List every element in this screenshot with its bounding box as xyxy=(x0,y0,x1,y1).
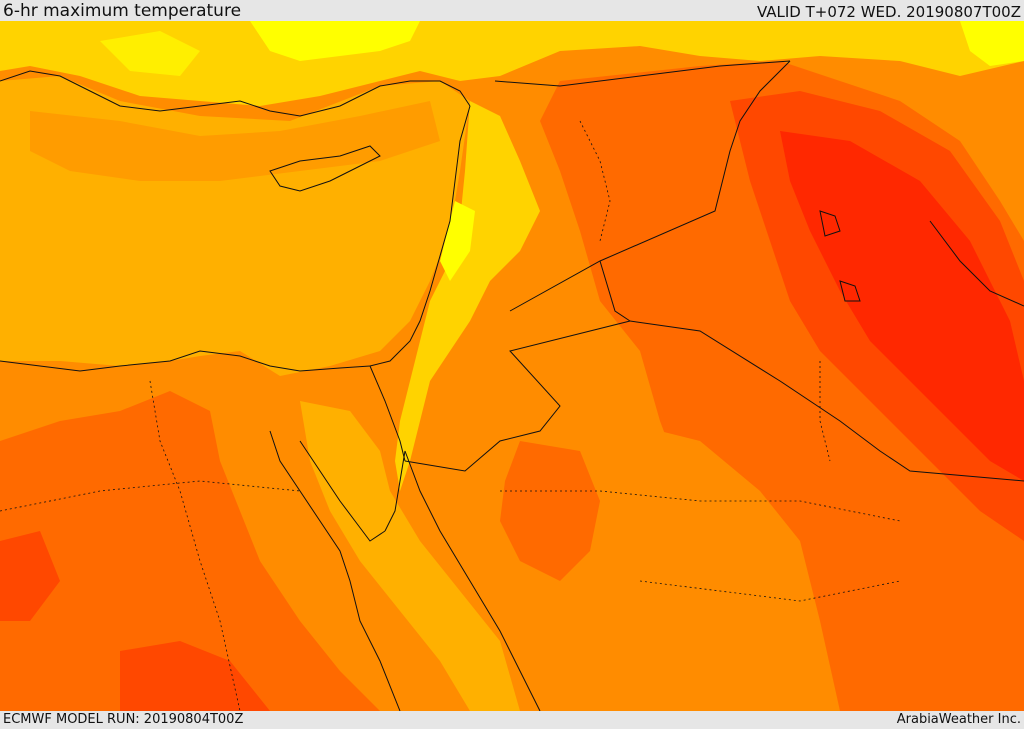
gulf-coast xyxy=(929,220,1024,307)
iraq-saudi-border xyxy=(629,320,1024,482)
iraq-max-zone xyxy=(780,131,1024,481)
dotted-line-6 xyxy=(639,580,901,602)
jordan-saudi-border xyxy=(404,260,632,472)
hejaz-warm xyxy=(500,441,600,581)
egypt-hot-zone xyxy=(0,531,270,711)
gulf-suez xyxy=(269,430,401,711)
admin-borders xyxy=(0,120,901,711)
dotted-line-5 xyxy=(579,120,611,242)
map-canvas xyxy=(0,21,1024,711)
dotted-line-2 xyxy=(500,490,901,522)
country-borders xyxy=(369,60,1024,482)
arabia-interior xyxy=(570,421,840,711)
credit: ArabiaWeather Inc. xyxy=(896,712,1021,727)
caspian-lakes xyxy=(819,210,861,302)
valid-time: VALID T+072 WED. 20190807T00Z xyxy=(756,3,1021,21)
turkey-gold-spots xyxy=(100,31,200,76)
sea-warm-patch xyxy=(30,101,440,181)
temperature-map xyxy=(0,21,1024,711)
dotted-line-4 xyxy=(819,361,831,462)
map-header: 6-hr maximum temperature VALID T+072 WED… xyxy=(0,0,1024,21)
turkey-cool-band xyxy=(0,21,1024,106)
map-footer: ECMWF MODEL RUN: 20190804T00Z ArabiaWeat… xyxy=(0,711,1024,729)
turkey-coast xyxy=(0,70,471,117)
egypt-israel-border xyxy=(369,365,406,462)
levant-cool-strip xyxy=(395,101,540,491)
dotted-line-3 xyxy=(149,380,241,711)
egypt-coast xyxy=(0,350,371,372)
turkey-syria-border xyxy=(494,60,791,87)
map-title: 6-hr maximum temperature xyxy=(3,1,242,21)
coastlines xyxy=(0,70,1024,711)
model-run: ECMWF MODEL RUN: 20190804T00Z xyxy=(3,712,244,727)
levant-yellow-core xyxy=(440,201,475,281)
arabia-red-sea-coast xyxy=(404,450,541,711)
sinai-south xyxy=(299,440,386,542)
red-sea-cool xyxy=(300,401,520,711)
egypt-warm-zone xyxy=(0,391,380,711)
gulf-aqaba xyxy=(384,450,406,532)
levant-coast xyxy=(369,105,471,367)
turkey-yellow-spots xyxy=(250,21,1024,66)
cyprus-coast xyxy=(269,145,381,192)
dotted-line-1 xyxy=(0,480,301,512)
syria-iraq-border xyxy=(509,60,791,312)
